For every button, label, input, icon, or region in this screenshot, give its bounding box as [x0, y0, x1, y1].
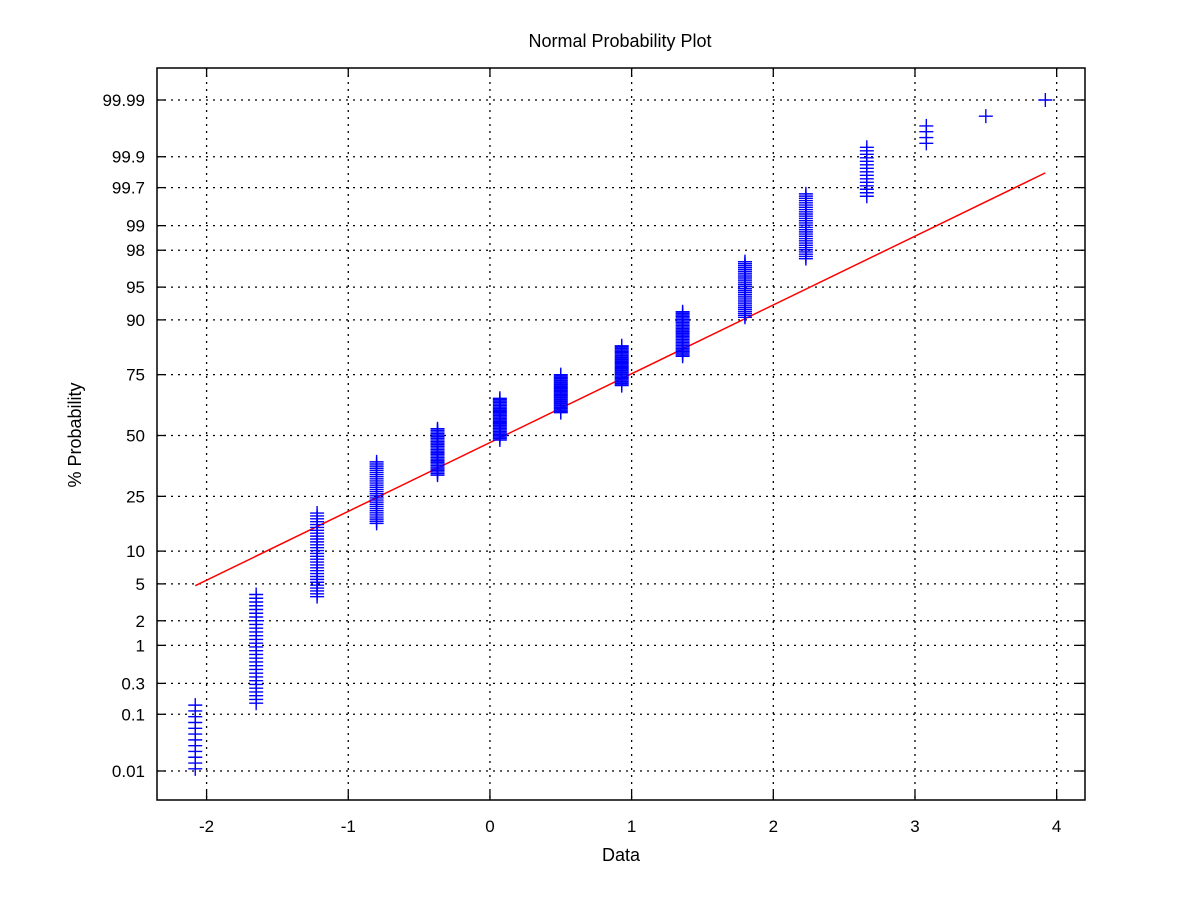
y-tick-label: 75 — [126, 366, 145, 385]
y-axis-label: % Probability — [65, 382, 85, 487]
y-tick-label: 99.9 — [112, 148, 145, 167]
data-group — [310, 506, 325, 604]
chart-title: Normal Probability Plot — [528, 31, 711, 51]
data-group — [1038, 93, 1053, 107]
x-tick-label: 4 — [1052, 817, 1061, 836]
y-tick-label: 95 — [126, 278, 145, 297]
y-tick-label: 99.99 — [102, 91, 145, 110]
y-tick-label: 0.3 — [121, 674, 145, 693]
x-tick-label: 2 — [769, 817, 778, 836]
data-point — [188, 698, 203, 713]
x-tick-label: 1 — [627, 817, 636, 836]
data-point — [614, 338, 629, 353]
data-point — [369, 454, 384, 469]
data-points — [188, 93, 1053, 776]
data-point — [919, 118, 934, 133]
y-tick-label: 10 — [126, 542, 145, 561]
data-group — [675, 304, 690, 364]
data-point — [798, 186, 813, 201]
y-tick-label: 98 — [126, 241, 145, 260]
data-group — [737, 254, 752, 325]
data-point — [859, 140, 874, 155]
data-group — [430, 421, 445, 483]
data-group — [249, 587, 264, 711]
plot-frame — [156, 67, 1086, 801]
y-tick-label: 0.1 — [121, 705, 145, 724]
y-tick-label: 2 — [136, 612, 145, 631]
data-point — [1038, 93, 1053, 107]
data-group — [798, 186, 813, 266]
data-group — [553, 367, 568, 420]
y-tick-label: 0.01 — [112, 762, 145, 781]
data-point — [675, 304, 690, 319]
y-tick-label: 50 — [126, 427, 145, 446]
grid — [157, 68, 1085, 800]
data-point — [737, 254, 752, 269]
y-tick-label: 25 — [126, 487, 145, 506]
data-group — [859, 140, 874, 204]
y-tick-label: 99.7 — [112, 179, 145, 198]
data-group — [614, 338, 629, 393]
x-tick-label: 0 — [485, 817, 494, 836]
y-tick-label: 99 — [126, 217, 145, 236]
data-group — [369, 454, 384, 531]
y-tick-label: 1 — [136, 636, 145, 655]
x-tick-label: -1 — [341, 817, 356, 836]
data-point — [553, 367, 568, 382]
y-tick-label: 5 — [136, 575, 145, 594]
y-tick-label: 90 — [126, 311, 145, 330]
x-tick-label: -2 — [199, 817, 214, 836]
data-group — [492, 391, 507, 448]
data-group — [978, 109, 993, 124]
data-point — [310, 506, 325, 521]
data-group — [188, 698, 203, 776]
x-tick-label: 3 — [910, 817, 919, 836]
data-group — [919, 118, 934, 151]
data-point — [249, 587, 264, 602]
data-point — [430, 421, 445, 436]
data-point — [978, 109, 993, 124]
x-axis-label: Data — [602, 845, 641, 865]
axis-ticks: -2 -1 0 1 2 3 40.010.10.3125102550759095989999… — [102, 68, 1085, 836]
data-point — [492, 391, 507, 406]
